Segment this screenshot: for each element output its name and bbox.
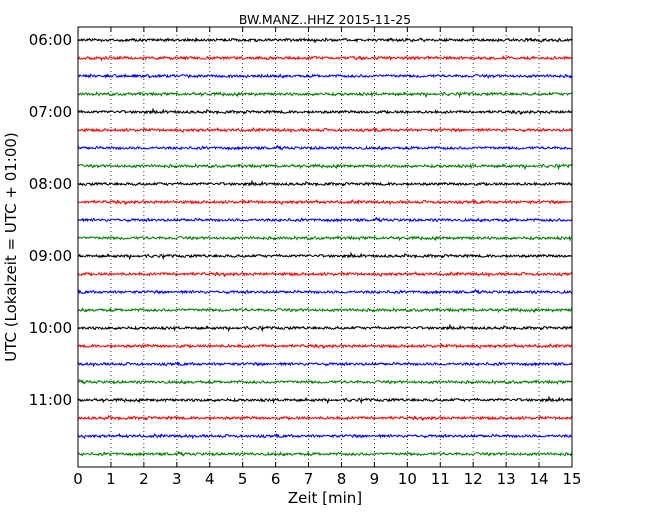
trace-0930 <box>77 288 573 295</box>
y-tick-label: 09:00 <box>29 247 72 265</box>
x-tick-label: 12 <box>464 470 483 488</box>
plot-area <box>78 27 572 467</box>
x-tick-label: 15 <box>562 470 581 488</box>
x-tick-label: 13 <box>497 470 516 488</box>
y-tick-label: 08:00 <box>29 175 72 193</box>
x-tick-label: 4 <box>205 470 215 488</box>
plot-frame <box>77 26 573 468</box>
trace-0730 <box>77 144 572 151</box>
trace-0745 <box>77 162 573 171</box>
y-axis: 06:00 07:00 08:00 09:00 10:00 11:00 <box>29 31 572 409</box>
trace-0715 <box>77 126 573 134</box>
x-tick-label: 6 <box>271 470 281 488</box>
trace-1145 <box>77 450 573 457</box>
x-tick-label: 5 <box>238 470 248 488</box>
y-axis-label: UTC (Lokalzeit = UTC + 01:00) <box>2 132 20 362</box>
y-tick-label: 10:00 <box>29 319 72 337</box>
trace-0900 <box>77 251 572 261</box>
trace-0945 <box>77 306 573 314</box>
trace-1015 <box>77 342 573 350</box>
trace-0845 <box>77 234 573 242</box>
trace-1030 <box>77 360 573 367</box>
trace-0830 <box>77 216 573 223</box>
grid-lines <box>110 27 540 467</box>
x-axis: 0 1 2 3 4 5 6 7 8 9 10 11 12 13 14 15 <box>73 27 582 488</box>
x-tick-label: 0 <box>73 470 83 488</box>
traces <box>77 37 573 457</box>
trace-0645 <box>77 90 573 99</box>
trace-1115 <box>77 414 573 422</box>
x-tick-label: 7 <box>304 470 314 488</box>
x-tick-label: 8 <box>337 470 347 488</box>
x-tick-label: 2 <box>139 470 149 488</box>
x-tick-label: 11 <box>431 470 450 488</box>
y-tick-label: 06:00 <box>29 31 72 49</box>
trace-1045 <box>77 378 572 385</box>
x-tick-label: 1 <box>106 470 116 488</box>
trace-0815 <box>77 198 573 206</box>
trace-0630 <box>77 72 573 79</box>
x-tick-label: 10 <box>398 470 417 488</box>
x-tick-label: 14 <box>530 470 549 488</box>
x-tick-label: 9 <box>370 470 380 488</box>
trace-1130 <box>77 432 573 440</box>
x-axis-label: Zeit [min] <box>288 489 362 507</box>
y-tick-label: 07:00 <box>29 103 72 121</box>
trace-0615 <box>77 55 573 63</box>
y-tick-label: 11:00 <box>29 391 72 409</box>
trace-1000 <box>77 323 573 333</box>
trace-0915 <box>77 270 573 278</box>
trace-0700 <box>77 107 573 116</box>
trace-0800 <box>77 179 573 187</box>
chart-title: BW.MANZ..HHZ 2015-11-25 <box>239 12 411 27</box>
trace-1100 <box>77 395 573 405</box>
x-tick-label: 3 <box>172 470 182 488</box>
trace-0600 <box>77 37 573 44</box>
